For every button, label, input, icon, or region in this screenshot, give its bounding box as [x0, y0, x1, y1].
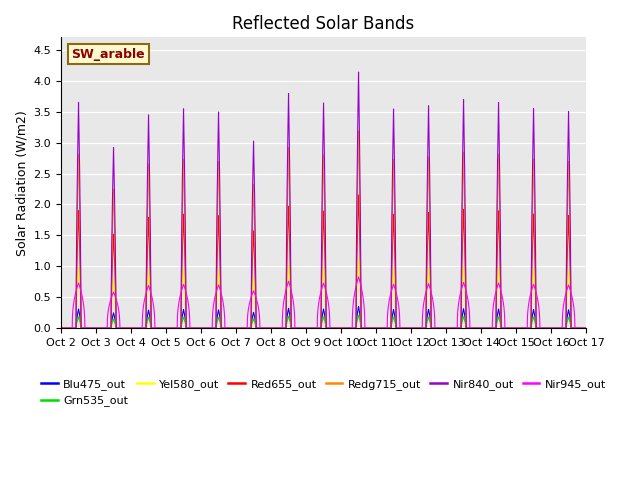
Nir945_out — [392, 290, 400, 296]
Red655_out — [392, 325, 400, 331]
Redg715_out — [452, 325, 460, 331]
Blu475_out — [486, 325, 494, 331]
Grn535_out — [466, 325, 474, 331]
Blu475_out — [57, 325, 65, 331]
Nir840_out — [452, 325, 460, 331]
Yel580_out — [466, 325, 474, 331]
Red655_out — [479, 325, 487, 331]
Line: Blu475_out: Blu475_out — [61, 306, 586, 328]
Nir840_out — [84, 325, 92, 331]
Line: Grn535_out: Grn535_out — [61, 315, 586, 328]
Redg715_out — [355, 128, 362, 134]
Yel580_out — [479, 325, 487, 331]
Nir945_out — [355, 274, 362, 280]
Redg715_out — [392, 325, 400, 331]
Yel580_out — [355, 256, 362, 262]
Yel580_out — [452, 325, 460, 331]
Nir945_out — [486, 325, 494, 331]
Nir840_out — [582, 325, 590, 331]
Red655_out — [466, 325, 474, 331]
Red655_out — [486, 325, 494, 331]
Grn535_out — [486, 325, 494, 331]
Redg715_out — [582, 325, 590, 331]
Redg715_out — [84, 325, 92, 331]
Nir840_out — [392, 325, 400, 331]
Yel580_out — [392, 325, 400, 331]
Red655_out — [84, 325, 92, 331]
Y-axis label: Solar Radiation (W/m2): Solar Radiation (W/m2) — [15, 110, 28, 256]
Grn535_out — [57, 325, 65, 331]
Blu475_out — [84, 325, 92, 331]
Grn535_out — [392, 325, 400, 331]
Line: Red655_out: Red655_out — [61, 195, 586, 328]
Blu475_out — [355, 303, 362, 309]
Line: Nir840_out: Nir840_out — [61, 72, 586, 328]
Blu475_out — [452, 325, 460, 331]
Grn535_out — [479, 325, 487, 331]
Title: Reflected Solar Bands: Reflected Solar Bands — [232, 15, 415, 33]
Nir840_out — [479, 325, 487, 331]
Nir945_out — [452, 325, 460, 331]
Text: SW_arable: SW_arable — [72, 48, 145, 60]
Line: Redg715_out: Redg715_out — [61, 131, 586, 328]
Blu475_out — [582, 325, 590, 331]
Legend: Blu475_out, Grn535_out, Yel580_out, Red655_out, Redg715_out, Nir840_out, Nir945_: Blu475_out, Grn535_out, Yel580_out, Red6… — [36, 374, 611, 411]
Yel580_out — [486, 325, 494, 331]
Red655_out — [355, 192, 362, 198]
Nir945_out — [466, 325, 474, 331]
Line: Yel580_out: Yel580_out — [61, 259, 586, 328]
Grn535_out — [355, 312, 362, 318]
Blu475_out — [392, 325, 400, 331]
Grn535_out — [84, 325, 92, 331]
Nir945_out — [479, 325, 487, 331]
Yel580_out — [84, 325, 92, 331]
Line: Nir945_out: Nir945_out — [61, 277, 586, 328]
Yel580_out — [57, 325, 65, 331]
Redg715_out — [466, 325, 474, 331]
Grn535_out — [582, 325, 590, 331]
Nir840_out — [57, 325, 65, 331]
Redg715_out — [57, 325, 65, 331]
Redg715_out — [479, 325, 487, 331]
Nir945_out — [57, 325, 65, 331]
Nir840_out — [355, 69, 362, 75]
Red655_out — [582, 325, 590, 331]
Red655_out — [452, 325, 460, 331]
Nir840_out — [466, 325, 474, 331]
Nir945_out — [84, 325, 92, 331]
Red655_out — [57, 325, 65, 331]
Nir945_out — [582, 325, 590, 331]
Blu475_out — [466, 325, 474, 331]
Nir840_out — [486, 325, 494, 331]
Redg715_out — [486, 325, 494, 331]
Grn535_out — [452, 325, 460, 331]
Yel580_out — [582, 325, 590, 331]
Blu475_out — [479, 325, 487, 331]
